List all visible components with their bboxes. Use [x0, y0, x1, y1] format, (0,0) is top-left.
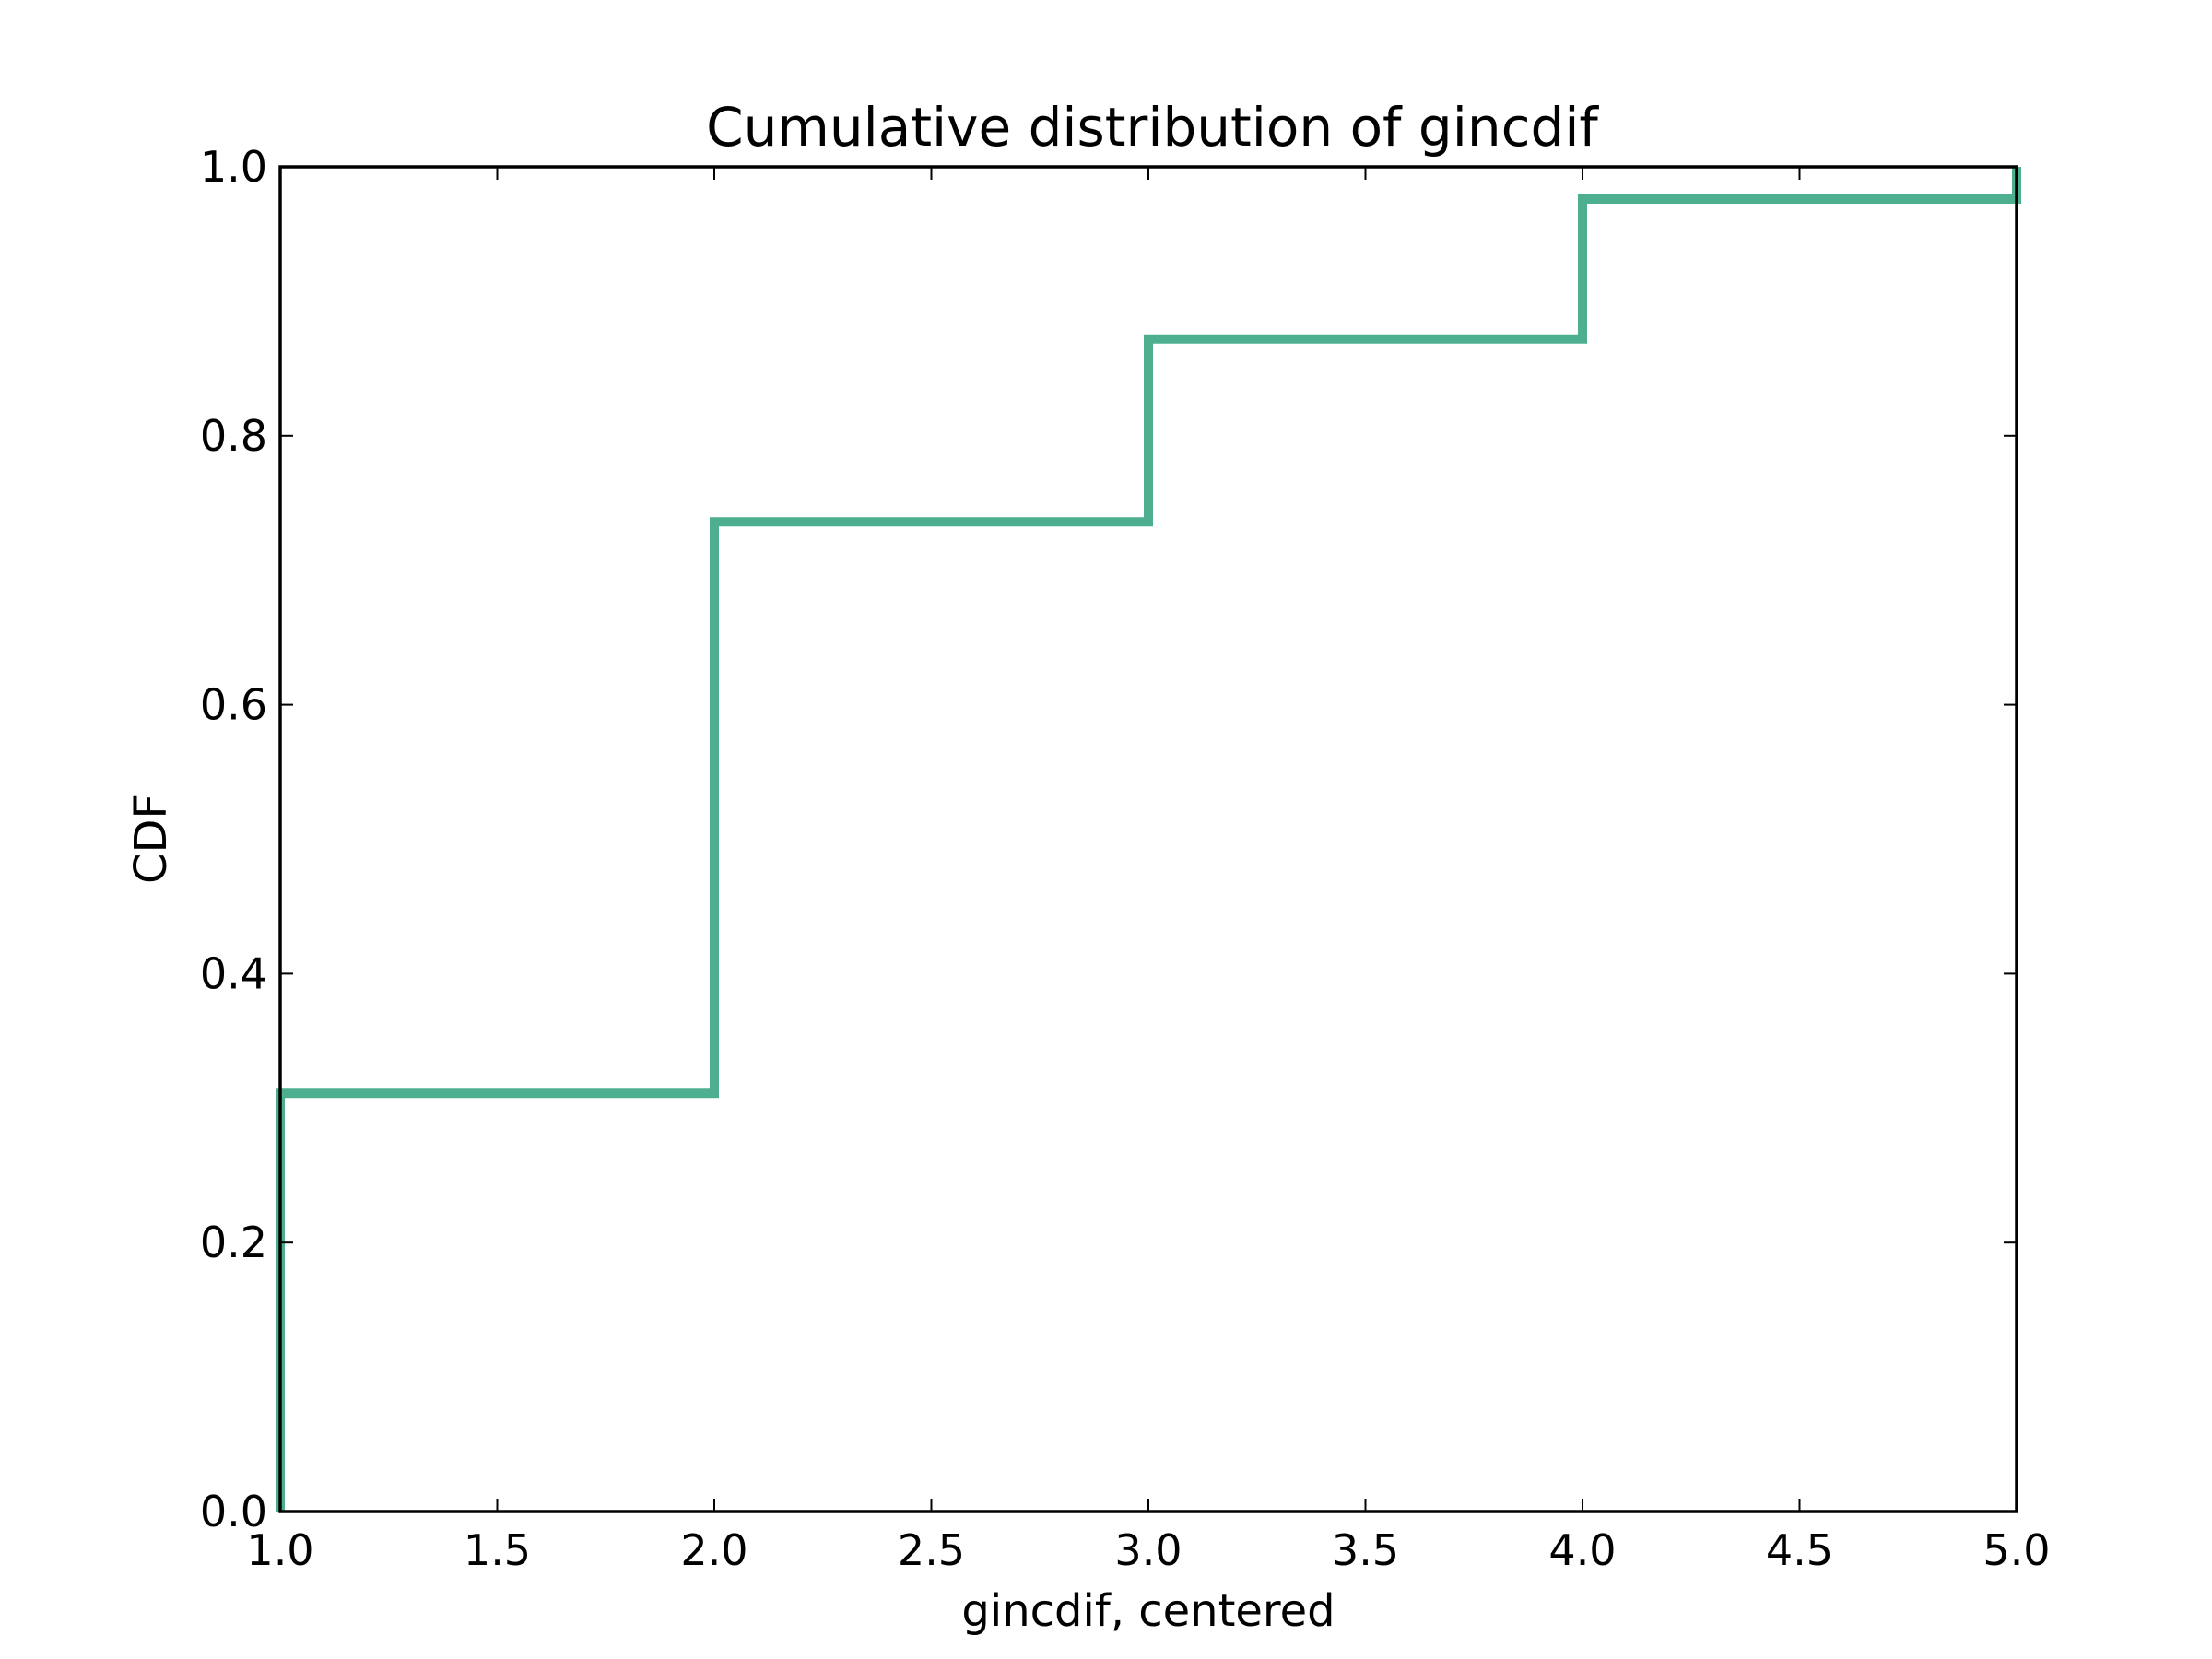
x-axis-label: gincdif, centered [961, 1585, 1335, 1637]
axis-ticks: 1.0 1.5 2.0 2.5 3.0 3.5 4.0 4.5 5.0 0.0 0.2 0.4 0.6 0… [200, 142, 2051, 1575]
x-tick-label: 4.5 [1766, 1525, 1833, 1575]
y-tick-label: 0.0 [200, 1487, 267, 1536]
chart-title: Cumulative distribution of gincdif [706, 96, 1599, 159]
plot-area [276, 167, 2021, 1512]
y-tick-label: 0.2 [200, 1218, 267, 1267]
x-tick-label: 4.0 [1548, 1525, 1616, 1575]
x-tick-label: 5.0 [1983, 1525, 2050, 1575]
x-tick-label: 1.5 [464, 1525, 531, 1575]
y-tick-label: 0.8 [200, 411, 267, 461]
y-tick-label: 0.4 [200, 948, 267, 998]
x-tick-label: 3.5 [1332, 1525, 1399, 1575]
x-tick-label: 1.0 [246, 1525, 313, 1575]
y-tick-label: 1.0 [200, 142, 267, 192]
x-tick-label: 3.0 [1114, 1525, 1182, 1575]
x-tick-label: 2.5 [898, 1525, 965, 1575]
y-tick-label: 0.6 [200, 680, 267, 730]
x-tick-label: 2.0 [680, 1525, 747, 1575]
cdf-step-line-0 [276, 167, 2021, 1512]
y-axis-label: CDF [125, 794, 177, 884]
